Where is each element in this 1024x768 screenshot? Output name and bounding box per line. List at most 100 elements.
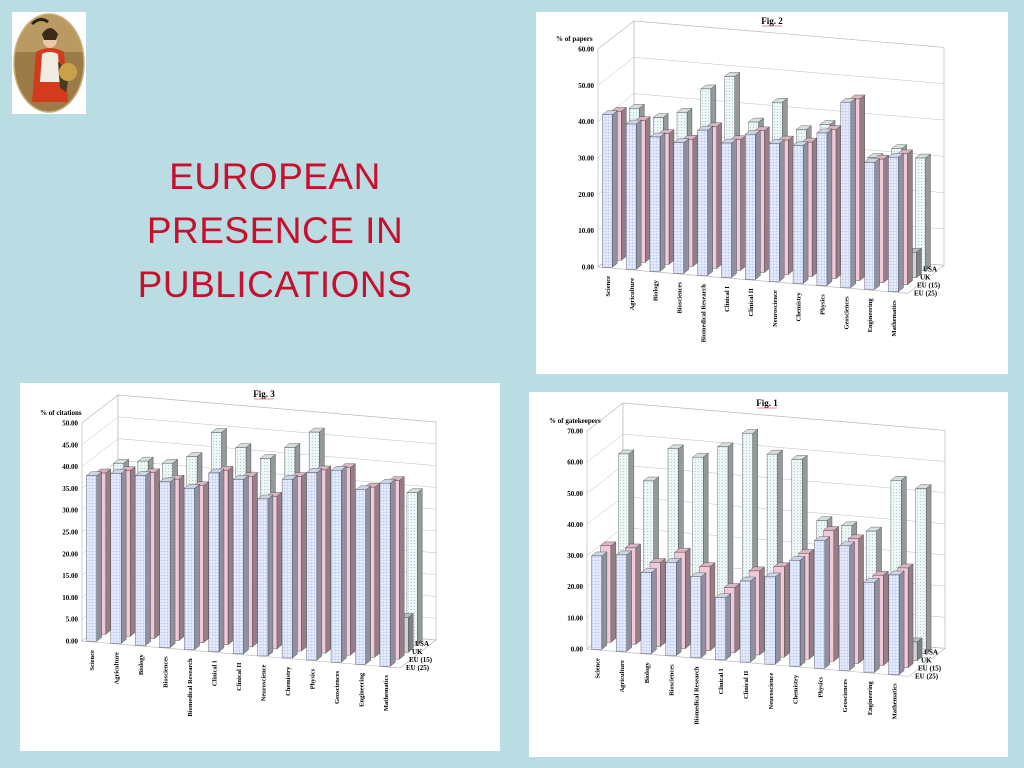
category-label: Mathematics: [383, 675, 390, 712]
bar-eu-25--2: [649, 132, 666, 272]
bar-eu-25--9: [813, 536, 831, 669]
category-label: Neuroscience: [772, 290, 779, 327]
y-tick-label: 20.00: [578, 191, 594, 199]
chart-title: Fig. 3: [253, 389, 275, 399]
bar-eu-25--4: [690, 572, 707, 659]
bar-eu-25--5: [721, 138, 738, 278]
category-label: Clinical II: [743, 670, 750, 699]
bar-usa-12: [915, 484, 932, 655]
slide-title-line-3: PUBLICATIONS: [137, 264, 413, 305]
bar-usa-12: [914, 153, 931, 272]
y-axis-label: % of papers: [556, 35, 593, 43]
bar-eu-25--0: [590, 551, 608, 650]
bar-eu-25--10: [330, 465, 347, 663]
bar-eu-25--11: [863, 577, 880, 673]
y-tick-label: 30.00: [567, 552, 583, 560]
category-label: Biosciences: [163, 656, 170, 688]
category-label: Science: [605, 276, 612, 297]
y-tick-label: 40.00: [62, 463, 78, 471]
bar-eu-25--7: [768, 139, 785, 282]
legend-entry: EU (15): [409, 656, 433, 664]
bar-eu-25--11: [864, 158, 881, 291]
category-label: Neuroscience: [260, 664, 267, 701]
y-tick-label: 0.00: [582, 264, 595, 272]
bar-eu-25--7: [764, 572, 781, 665]
y-tick-label: 30.00: [578, 155, 594, 163]
bar-eu-25--4: [697, 125, 714, 276]
bar-eu-25--7: [257, 494, 274, 657]
bar-eu-25--5: [208, 468, 225, 653]
category-label: Mathematics: [891, 300, 898, 337]
bar-eu-25--10: [838, 541, 856, 671]
bar-eu-25--1: [615, 550, 633, 652]
category-label: Biology: [644, 662, 651, 684]
legend-entry: EU (25): [406, 664, 430, 672]
category-label: Chemistry: [285, 666, 292, 696]
category-label: Geosciences: [843, 296, 850, 330]
bar-eu-25--0: [85, 471, 103, 642]
category-label: Agriculture: [619, 660, 626, 692]
portrait-painting: [13, 13, 85, 113]
bar-eu-25--10: [840, 97, 857, 288]
bar-eu-25--3: [159, 477, 176, 648]
portrait-image: [12, 12, 86, 114]
y-tick-label: 20.00: [567, 583, 583, 591]
y-tick-label: 0.00: [571, 646, 584, 654]
category-label: Chemistry: [796, 291, 803, 321]
bar-eu-25--8: [281, 474, 298, 659]
legend-entry: EU (25): [915, 672, 939, 680]
category-label: Biomedical Research: [693, 666, 700, 725]
category-label: Geosciences: [334, 670, 341, 704]
legend-entry: EU (15): [918, 664, 942, 672]
category-label: Biology: [653, 279, 660, 301]
bar-eu-25--1: [625, 119, 642, 270]
chart-svg: Fig. 2 % of papers 0.00 10.00 20.00 30.00 40.0…: [556, 16, 945, 342]
legend-entry: UK: [920, 273, 931, 281]
bar-eu-25--3: [665, 557, 682, 657]
chart-svg: Fig. 1 % of gatekeepers 0.00 10.00 20.00 30.0…: [549, 398, 946, 725]
category-label: Clinical II: [236, 662, 243, 691]
slide-title-line-2: PRESENCE IN: [146, 210, 404, 251]
bar-eu-25--12: [888, 570, 905, 676]
category-label: Biology: [138, 653, 145, 675]
bar-eu-25--2: [134, 471, 152, 646]
y-tick-label: 70.00: [567, 428, 583, 436]
y-tick-label: 40.00: [578, 118, 594, 126]
category-label: Engineering: [867, 298, 874, 333]
bar-eu-25--12: [379, 478, 396, 667]
category-label: Neuroscience: [768, 673, 775, 710]
legend-entry: USA: [924, 648, 938, 656]
chart-svg: Fig. 3 % of citations 0.00 5.00 10.00 15.00 20…: [40, 389, 437, 717]
chart-panel-fig3: Fig. 3 % of citations 0.00 5.00 10.00 15.00 20…: [20, 383, 500, 751]
bar-eu-25--8: [792, 141, 809, 284]
y-tick-label: 10.00: [62, 594, 78, 602]
category-label: Chemistry: [793, 674, 800, 704]
category-label: Clinical I: [212, 660, 219, 686]
legend-entry: USA: [923, 265, 937, 273]
category-label: Physics: [309, 668, 316, 689]
bar-eu-25--11: [354, 485, 372, 665]
bar-eu-25--2: [640, 568, 657, 654]
bar-eu-25--5: [714, 593, 732, 661]
bars: [590, 428, 932, 676]
category-label: Engineering: [867, 680, 874, 715]
y-tick-label: 25.00: [62, 529, 78, 537]
category-label: Geosciences: [842, 679, 849, 713]
bar-eu-25--6: [739, 576, 756, 663]
category-label: Clinical I: [724, 286, 731, 312]
y-tick-label: 60.00: [578, 46, 594, 54]
category-label: Clinical I: [718, 668, 725, 694]
category-label: Clinical II: [748, 288, 755, 317]
chart-title: Fig. 1: [756, 398, 778, 408]
y-tick-label: 15.00: [62, 572, 78, 580]
y-axis-label: % of gatekeepers: [549, 417, 601, 425]
legend-entry: UK: [412, 648, 423, 656]
chart-title: Fig. 2: [761, 16, 783, 26]
y-tick-label: 60.00: [567, 459, 583, 467]
category-label: Engineering: [358, 672, 365, 707]
y-tick-label: 30.00: [62, 507, 78, 515]
legend-entry: EU (15): [917, 281, 941, 289]
slide-title-line-1: EUROPEAN: [169, 156, 381, 197]
category-label: Science: [594, 658, 601, 679]
y-tick-label: 50.00: [567, 490, 583, 498]
